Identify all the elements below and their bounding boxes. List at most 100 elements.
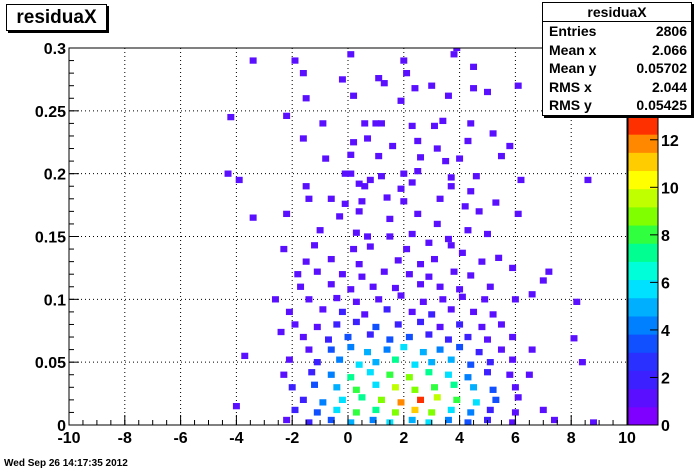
heatmap-bin	[539, 277, 547, 284]
heatmap-bin	[417, 154, 425, 161]
heatmap-bin	[428, 409, 436, 416]
heatmap-bin	[352, 409, 360, 416]
heatmap-bin	[470, 308, 478, 316]
stats-value: 2.044	[651, 78, 687, 95]
heatmap-bin	[419, 298, 427, 305]
heatmap-bin	[497, 321, 505, 328]
heatmap-bin	[277, 328, 285, 336]
heatmap-bin	[347, 374, 355, 381]
heatmap-bin	[431, 384, 438, 391]
heatmap-bin	[358, 273, 366, 280]
heatmap-bin	[327, 195, 335, 202]
stats-title: residuaX	[543, 3, 691, 22]
heatmap-bin	[550, 416, 558, 424]
heatmap-bin	[397, 185, 405, 192]
heatmap-bin	[539, 406, 547, 414]
heatmap-bin	[377, 396, 385, 404]
stats-row-mean-x: Mean x 2.066	[543, 41, 691, 60]
heatmap-bin	[408, 308, 416, 316]
heatmap-bin	[313, 268, 321, 275]
heatmap-bin	[425, 273, 433, 280]
heatmap-bin	[442, 157, 450, 165]
x-tick-label: 2	[399, 430, 408, 447]
heatmap-bin	[584, 176, 592, 184]
heatmap-bin	[464, 333, 472, 341]
heatmap-bin	[383, 346, 391, 353]
color-scale-segment	[628, 188, 658, 208]
heatmap-bin	[511, 384, 519, 391]
heatmap-bin	[224, 170, 232, 177]
heatmap-bin	[341, 170, 349, 177]
heatmap-bin	[444, 92, 452, 99]
heatmap-bin	[447, 183, 455, 190]
heatmap-bin	[436, 346, 444, 353]
heatmap-bin	[377, 173, 385, 180]
color-scale-segment	[628, 116, 658, 135]
heatmap-bin	[447, 174, 455, 181]
heatmap-bin	[333, 406, 341, 414]
heatmap-bin	[590, 419, 598, 425]
heatmap-bin	[475, 348, 483, 356]
heatmap-bin	[456, 321, 464, 328]
heatmap-bin	[299, 333, 307, 341]
heatmap-bin	[509, 333, 517, 341]
stats-value: 2.066	[651, 41, 687, 58]
heatmap-bin	[347, 51, 355, 58]
z-tick-label: 2	[661, 370, 670, 387]
heatmap-bin	[383, 194, 391, 201]
heatmap-bin	[358, 394, 366, 401]
heatmap-bin	[425, 331, 433, 338]
heatmap-bin	[467, 188, 475, 195]
heatmap-bin	[408, 230, 416, 238]
heatmap-bin	[450, 381, 458, 388]
heatmap-bin	[397, 97, 405, 104]
heatmap-bin	[433, 394, 441, 401]
stats-row-rms-x: RMS x 2.044	[543, 78, 691, 97]
heatmap-bin	[470, 384, 478, 391]
heatmap-bin	[350, 245, 358, 253]
heatmap-bin	[285, 308, 293, 316]
color-scale: 0 2 4 6 8 10 12	[627, 115, 679, 435]
heatmap-bin	[425, 419, 433, 425]
heatmap-bin	[428, 82, 436, 89]
heatmap-bin	[478, 258, 486, 265]
heatmap-bin	[450, 51, 458, 58]
heatmap-bin	[313, 409, 321, 416]
heatmap-bin	[428, 311, 436, 318]
heatmap-bin	[405, 271, 413, 278]
heatmap-bin	[411, 85, 419, 92]
heatmap-bin	[361, 183, 369, 190]
stats-box: residuaX Entries 2806 Mean x 2.066 Mean …	[542, 2, 692, 116]
heatmap-bin	[319, 306, 327, 313]
heatmap-bin	[344, 333, 352, 341]
heatmap-bin	[227, 113, 235, 121]
heatmap-bin	[456, 286, 464, 293]
heatmap-bin	[411, 406, 419, 414]
heatmap-bin	[444, 416, 452, 424]
heatmap-bin	[408, 122, 416, 130]
heatmap-bin	[486, 283, 494, 290]
heatmap-bin	[397, 292, 405, 299]
heatmap-bin	[497, 152, 505, 160]
heatmap-bin	[464, 374, 472, 381]
heatmap-bin	[495, 254, 503, 262]
heatmap-bin	[436, 195, 444, 202]
heatmap-bin	[302, 183, 310, 190]
x-tick-label: 8	[567, 430, 576, 447]
heatmap-bin	[444, 371, 452, 378]
color-scale-segment	[628, 243, 658, 262]
heatmap-bin	[327, 371, 335, 378]
heatmap-bin	[302, 258, 310, 265]
heatmap-bin	[414, 137, 422, 145]
heatmap-bin	[380, 80, 388, 87]
heatmap-bin	[433, 220, 441, 228]
heatmap-bin	[389, 142, 397, 150]
heatmap-bin	[467, 361, 475, 368]
heatmap-bin	[358, 198, 366, 205]
heatmap-bin	[397, 399, 405, 406]
heatmap-bin	[458, 293, 466, 300]
heatmap-bin	[391, 356, 399, 363]
heatmap-bin	[486, 406, 494, 414]
heatmap-bin	[414, 168, 422, 175]
